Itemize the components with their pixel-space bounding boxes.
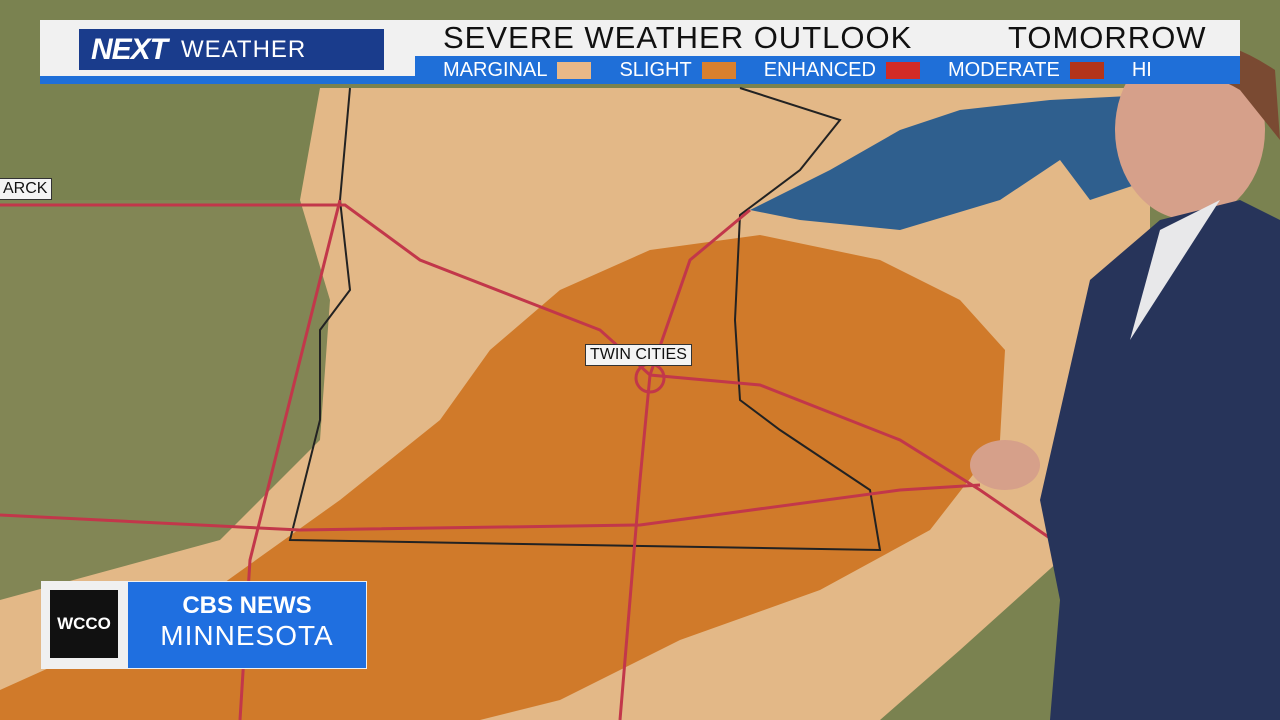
risk-legend: MARGINAL SLIGHT ENHANCED MODERATE HI [415, 56, 1240, 84]
legend-slight: SLIGHT [619, 58, 692, 81]
wcco-logo: WCCO [50, 590, 118, 658]
legend-high: HI [1131, 58, 1152, 81]
header-bar: NEXT WEATHER SEVERE WEATHER OUTLOOK TOMO… [40, 20, 1240, 84]
minnesota-border [288, 87, 882, 552]
legend-swatch [1069, 61, 1104, 79]
station-bug: WCCO CBS NEWS MINNESOTA [41, 581, 367, 669]
twin-cities-label: TWIN CITIES [585, 344, 692, 366]
lake-superior [750, 95, 1150, 230]
logo-next: NEXT [91, 32, 168, 66]
meteorologist [970, 38, 1280, 720]
legend-marginal: MARGINAL [443, 58, 548, 81]
bismarck-label: ARCK [0, 178, 53, 200]
timeframe: TOMORROW [1008, 20, 1207, 55]
header-stripe [40, 76, 415, 84]
cbs-news-logo: CBS NEWS MINNESOTA [128, 582, 366, 668]
legend-swatch [885, 61, 920, 79]
logo-weather: WEATHER [181, 35, 307, 63]
network-name: CBS NEWS [182, 592, 312, 619]
next-weather-logo: NEXT WEATHER [79, 29, 384, 70]
legend-enhanced: ENHANCED [763, 58, 876, 81]
legend-moderate: MODERATE [947, 58, 1060, 81]
legend-swatch [701, 61, 736, 79]
legend-swatch [557, 61, 592, 79]
page-title: SEVERE WEATHER OUTLOOK [443, 20, 913, 55]
region-name: MINNESOTA [160, 620, 334, 651]
